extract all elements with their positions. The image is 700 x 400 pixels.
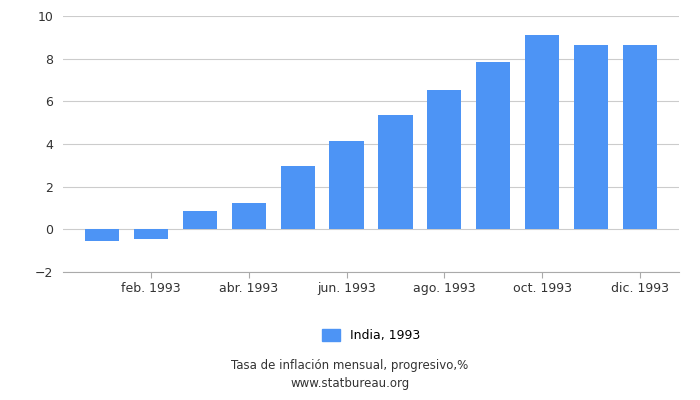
Text: www.statbureau.org: www.statbureau.org — [290, 378, 410, 390]
Bar — [476, 62, 510, 229]
Bar — [232, 203, 266, 229]
Bar — [85, 229, 119, 241]
Bar — [134, 229, 168, 239]
Bar — [330, 141, 364, 229]
Bar — [623, 45, 657, 229]
Bar — [281, 166, 315, 229]
Bar — [574, 45, 608, 229]
Legend: India, 1993: India, 1993 — [316, 324, 426, 347]
Bar — [525, 35, 559, 229]
Text: Tasa de inflación mensual, progresivo,%: Tasa de inflación mensual, progresivo,% — [232, 360, 468, 372]
Bar — [427, 90, 461, 229]
Bar — [183, 211, 217, 229]
Bar — [378, 115, 412, 229]
